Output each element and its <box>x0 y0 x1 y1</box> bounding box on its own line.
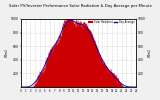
Legend: Solar Radiation, Day Average: Solar Radiation, Day Average <box>88 20 135 24</box>
Y-axis label: W/m2: W/m2 <box>148 49 152 57</box>
Y-axis label: W/m2: W/m2 <box>5 49 9 57</box>
Text: Solar PV/Inverter Performance Solar Radiation & Day Average per Minute: Solar PV/Inverter Performance Solar Radi… <box>9 4 151 8</box>
